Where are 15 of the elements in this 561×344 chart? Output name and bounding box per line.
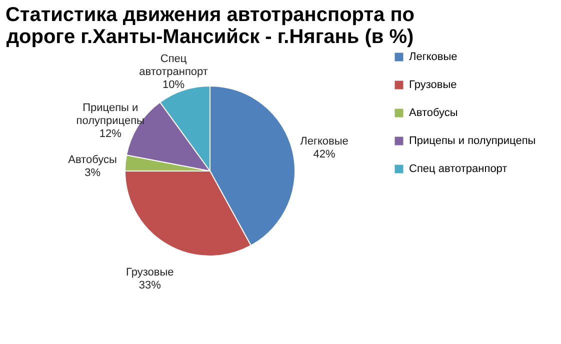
- data-label: 33%: [138, 280, 162, 292]
- chart-title: Статистика движения автотранспорта по дороге г.Ханты-Мансийск - г.Нягань (в %): [5, 4, 415, 48]
- data-label: 12%: [99, 128, 122, 140]
- data-label: 3%: [84, 166, 101, 179]
- legend-label: Грузовые: [409, 79, 457, 91]
- legend-label: Спец автотранпорт: [409, 163, 508, 175]
- slice-label: Спец автотранпорт: [139, 52, 208, 78]
- slice-label: Грузовые: [126, 266, 174, 279]
- slice-label: Легковые: [300, 136, 348, 148]
- slice-label: Автобусы: [68, 154, 118, 166]
- legend-label: Прицепы и полуприцепы: [409, 135, 536, 147]
- data-label: 10%: [162, 78, 185, 91]
- legend-label: Легковые: [409, 51, 458, 63]
- legend-label: Автобусы: [409, 107, 458, 119]
- data-label: 42%: [313, 148, 336, 161]
